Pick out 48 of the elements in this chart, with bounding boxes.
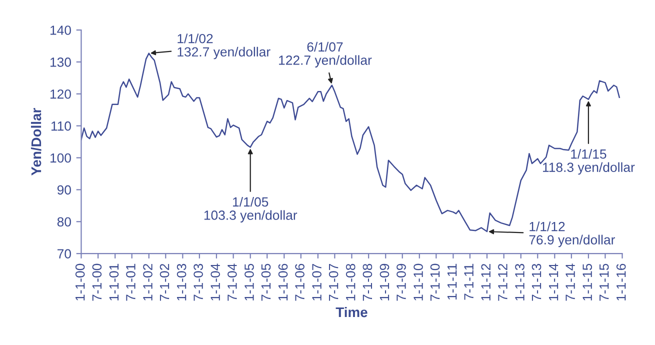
x-tick-label: 1-1-04 (210, 264, 220, 300)
y-tick-label: 130 (50, 58, 71, 67)
y-tick-label: 90 (57, 185, 71, 195)
y-tick-label: 80 (57, 217, 71, 227)
x-tick-label: 7-1-10 (430, 264, 440, 301)
x-tick-label: 1-1-12 (481, 264, 490, 300)
x-tick-label: 1-1-10 (414, 264, 423, 300)
y-tick-label: 120 (50, 89, 71, 99)
x-tick-label: 7-1-14 (566, 264, 575, 301)
annotation: 1/1/12 76.9 yen/dollar (529, 222, 615, 248)
x-tick-label: 7-1-01 (126, 264, 136, 301)
x-tick-label: 7-1-06 (295, 264, 304, 301)
x-tick-label: 7-1-05 (261, 264, 271, 301)
y-axis-title: Yen/Dollar (30, 108, 42, 176)
x-tick-label: 1-1-02 (143, 264, 152, 300)
x-tick-label: 7-1-08 (362, 264, 372, 301)
x-tick-label: 7-1-12 (498, 264, 508, 301)
x-tick-label: 7-1-02 (160, 264, 170, 301)
x-tick-label: 7-1-15 (600, 264, 609, 301)
x-tick-label: 1-1-13 (515, 264, 524, 300)
y-tick-label: 70 (58, 249, 71, 258)
x-tick-label: 1-1-06 (278, 264, 288, 300)
annotation: 1/1/02 132.7 yen/dollar (178, 34, 270, 60)
x-tick-label: 1-1-03 (176, 264, 186, 300)
x-tick-label: 7-1-03 (194, 264, 203, 301)
annotation: 1/1/15 118.3 yen/dollar (543, 149, 635, 175)
y-tick-label: 100 (50, 153, 71, 163)
x-tick-label: 7-1-00 (92, 264, 102, 301)
x-tick-label: 1-1-08 (346, 264, 356, 300)
y-tick-label: 140 (50, 26, 71, 35)
x-tick-label: 7-1-11 (464, 264, 474, 300)
x-tick-label: 7-1-09 (396, 264, 406, 301)
x-tick-label: 1-1-16 (616, 264, 626, 300)
x-tick-label: 7-1-13 (532, 264, 542, 301)
x-tick-label: 1-1-05 (244, 264, 254, 300)
x-tick-label: 1-1-07 (312, 264, 322, 300)
annotation: 6/1/07 122.7 yen/dollar (279, 42, 372, 68)
x-tick-label: 7-1-04 (228, 264, 237, 301)
x-tick-label: 1-1-00 (75, 264, 85, 300)
x-tick-label: 1-1-15 (582, 264, 592, 300)
x-tick-label: 1-1-14 (549, 264, 558, 300)
annotation: 1/1/05 103.3 yen/dollar (204, 196, 298, 222)
y-tick-label: 110 (51, 121, 71, 131)
x-tick-label: 7-1-07 (328, 264, 338, 301)
x-tick-label: 1-1-01 (109, 264, 119, 300)
x-tick-label: 1-1-11 (448, 264, 457, 300)
x-tick-label: 1-1-09 (380, 264, 390, 300)
x-axis-title: Time (336, 306, 368, 318)
